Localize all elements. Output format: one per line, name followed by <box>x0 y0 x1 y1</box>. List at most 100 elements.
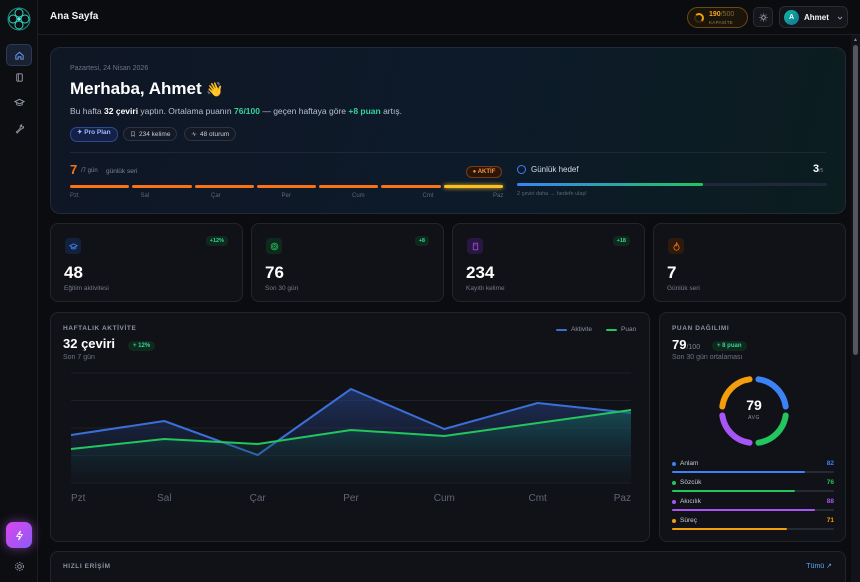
stat-label: Son 30 gün <box>265 285 299 292</box>
user-name: Ahmet <box>804 13 829 22</box>
score-delta-badge: + 8 puan <box>712 341 747 351</box>
bookmark-icon <box>131 131 135 137</box>
quick-access-card: HIZLI ERİŞİM Tümü ↗ <box>50 551 846 582</box>
activity-delta-badge: + 12% <box>128 341 156 351</box>
metric-name: Anlam <box>680 460 699 467</box>
target-icon <box>517 165 526 174</box>
stat-card-education[interactable]: +12% 48 Eğitim aktivitesi <box>50 223 243 302</box>
donut-segment-Anlam <box>755 376 789 410</box>
metric-name: Akıcılık <box>680 498 701 505</box>
sidebar-item-home[interactable] <box>6 44 32 66</box>
streak-day-label: Per <box>281 193 291 199</box>
metric-name: Sözcük <box>680 479 702 486</box>
streak-of: /7 gün <box>81 168 98 174</box>
sessions-chip[interactable]: 48 oturum <box>184 127 237 141</box>
streak-status-badge: ● AKTİF <box>466 166 502 178</box>
legend-item-activity[interactable]: Aktivite <box>556 326 592 333</box>
streak-segment <box>381 185 441 188</box>
hero-summary: Bu hafta 32 çeviri yaptın. Ortalama puan… <box>70 106 402 116</box>
streak-segment <box>443 185 503 188</box>
words-chip[interactable]: 234 kelime <box>123 127 178 141</box>
chevron-down-icon <box>837 16 843 20</box>
stat-icon-box <box>467 238 483 254</box>
metric-row: Süreç 71 <box>672 517 834 535</box>
x-tick-label: Cmt <box>528 493 547 504</box>
logo-icon[interactable] <box>6 6 32 32</box>
sun-icon <box>758 12 768 22</box>
x-tick-label: Çar <box>250 493 267 504</box>
streak-day-label: Çar <box>211 193 221 199</box>
stat-value: 7 <box>667 263 677 282</box>
legend-swatch <box>606 328 617 331</box>
sidebar-item-tools[interactable] <box>6 117 32 139</box>
metric-row: Anlam 82 <box>672 460 834 478</box>
streak-day-label: Paz <box>493 193 504 199</box>
graduation-cap-icon <box>13 98 25 106</box>
metric-value: 82 <box>826 460 834 467</box>
book-icon <box>15 72 23 82</box>
bolt-icon <box>15 530 23 540</box>
streak-day-label: Sal <box>140 193 150 199</box>
capacity-ring-icon <box>694 13 704 23</box>
donut-segment-Akıcılık <box>719 412 753 446</box>
view-all-link[interactable]: Tümü ↗ <box>806 563 832 570</box>
legend-item-score[interactable]: Puan <box>606 326 636 333</box>
weekly-activity-card: Pzt Sal Çar Per Cum Cmt Paz HAFTALIK AKTİVİTE … <box>50 312 650 542</box>
streak-label: günlük seri <box>106 168 138 175</box>
goal-progress-fill <box>517 183 703 186</box>
quick-action-button[interactable] <box>6 522 32 548</box>
donut-center-value: 79 <box>746 397 762 413</box>
sidebar-item-library[interactable] <box>6 66 32 88</box>
page-scrollbar[interactable]: ▲ <box>851 35 860 582</box>
streak-segment <box>70 185 130 188</box>
metric-fill <box>672 471 805 473</box>
metric-fill <box>672 490 796 492</box>
capacity-value: 190/500 <box>709 11 735 18</box>
metric-dot <box>672 519 676 523</box>
stat-delta-badge: +8 <box>414 236 429 246</box>
metric-name: Süreç <box>680 517 697 524</box>
stat-card-words[interactable]: +18 234 Kayıtlı kelime <box>452 223 645 302</box>
stat-icon-box <box>668 238 684 254</box>
user-menu-button[interactable]: A Ahmet <box>779 6 848 28</box>
pulse-icon <box>191 131 197 137</box>
scroll-thumb[interactable] <box>853 45 858 355</box>
stat-card-streak[interactable]: 7 Günlük seri <box>653 223 846 302</box>
streak-value: 7 <box>70 162 78 177</box>
activity-subtitle: Son 7 gün <box>63 354 95 361</box>
target-icon <box>270 242 278 250</box>
scroll-up-arrow-icon[interactable]: ▲ <box>853 37 858 43</box>
x-tick-label: Cum <box>434 493 455 504</box>
streak-segment <box>132 185 192 188</box>
quick-access-title: HIZLI ERİŞİM <box>63 563 111 570</box>
settings-button[interactable] <box>11 558 27 574</box>
streak-segment <box>194 185 254 188</box>
bookmark-icon <box>472 242 478 250</box>
theme-toggle-button[interactable] <box>753 7 773 27</box>
x-tick-label: Sal <box>157 493 171 504</box>
gear-icon <box>14 561 24 571</box>
stat-label: Günlük seri <box>667 285 700 292</box>
plan-chip[interactable]: ✦ Pro Plan <box>70 127 118 142</box>
metric-row: Akıcılık 88 <box>672 498 834 516</box>
metric-row: Sözcük 76 <box>672 479 834 497</box>
metric-fill <box>672 509 815 511</box>
home-icon <box>14 51 24 60</box>
sidebar-item-education[interactable] <box>6 91 32 113</box>
capacity-indicator[interactable]: 190/500 KAPASİTE <box>687 7 748 28</box>
score-value: 79/100 <box>672 337 701 352</box>
series-area-1 <box>71 410 631 483</box>
metric-value: 76 <box>826 479 834 486</box>
hero-date: Pazartesi, 24 Nisan 2026 <box>70 65 149 72</box>
hero-divider <box>70 152 826 153</box>
metric-fill <box>672 528 788 530</box>
metric-track <box>672 490 834 492</box>
metric-track <box>672 471 834 473</box>
page-title: Ana Sayfa <box>50 11 99 22</box>
goal-title: Günlük hedef <box>531 165 579 174</box>
stat-card-score[interactable]: +8 76 Son 30 gün <box>251 223 444 302</box>
graduation-cap-icon <box>68 242 78 249</box>
activity-title: 32 çeviri <box>63 336 116 351</box>
stat-icon-box <box>266 238 282 254</box>
